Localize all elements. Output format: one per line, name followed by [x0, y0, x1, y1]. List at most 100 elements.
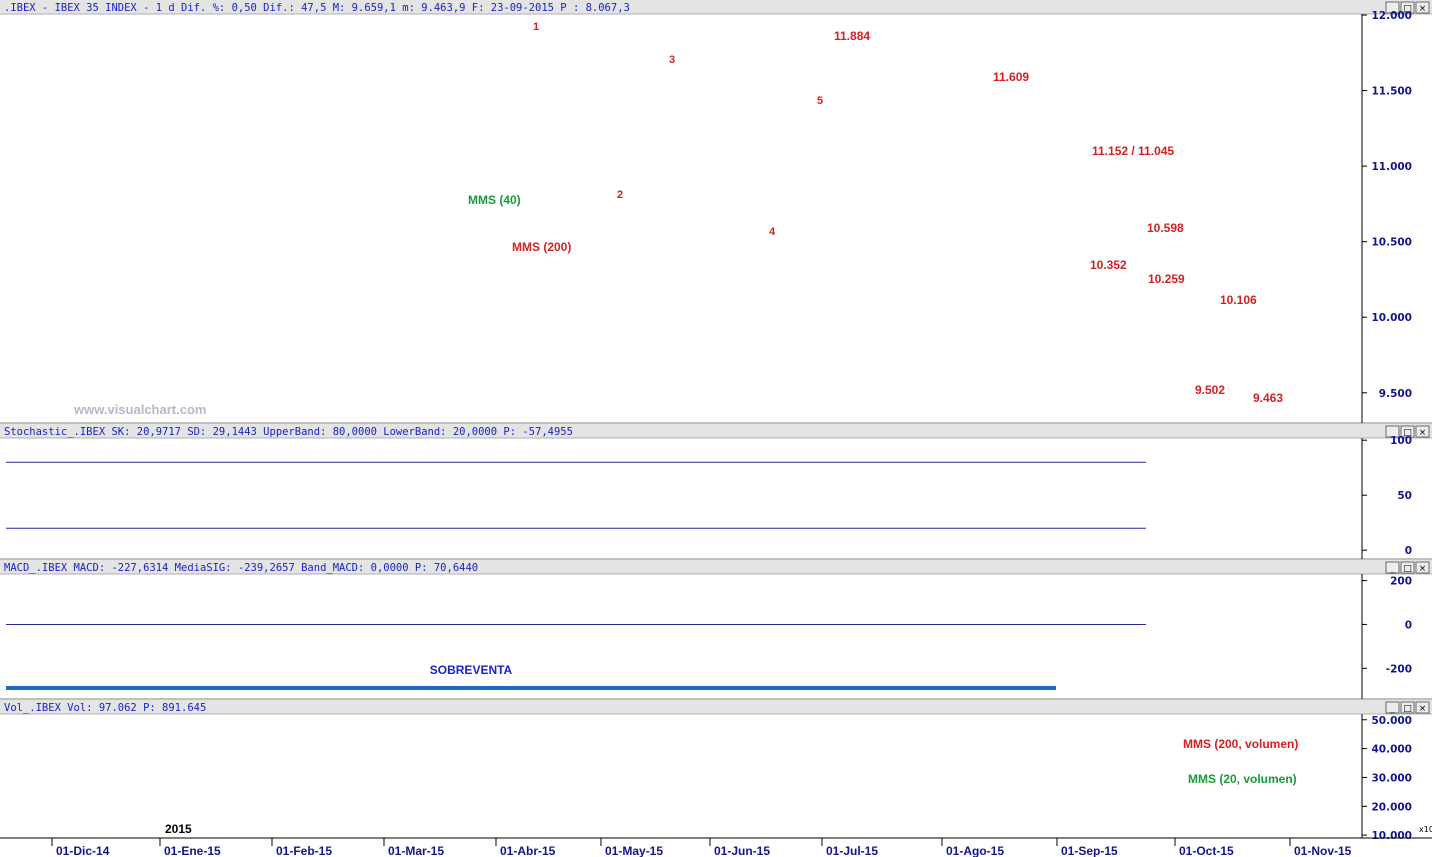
x-tick-label: 01-Feb-15: [276, 844, 332, 857]
y-tick-label: 0: [1405, 545, 1412, 557]
ma-label-sma200: MMS (200): [512, 240, 571, 254]
x-tick-label: 01-Jun-15: [714, 844, 770, 857]
x-tick-label: 01-Ene-15: [164, 844, 221, 857]
y-tick-label: 10.500: [1371, 237, 1412, 249]
wave-label-1: 1: [533, 21, 539, 33]
close-button-glyph: ×: [1419, 4, 1427, 14]
x-tick-label: 01-Sep-15: [1061, 844, 1118, 857]
y-tick-label: 0: [1405, 619, 1412, 631]
panel-header-bar: [0, 424, 1432, 438]
y-tick-label: 30.000: [1371, 772, 1412, 784]
x-tick-label: 01-Ago-15: [946, 844, 1004, 857]
panel-volume: Vol_.IBEX Vol: 97.062 P: 891.645 _ □ ×: [0, 700, 1432, 839]
panel-stochastic: Stochastic_.IBEX SK: 20,9717 SD: 29,1443…: [0, 424, 1432, 560]
oversold-label: SOBREVENTA: [430, 663, 513, 677]
maximize-button[interactable]: □: [1400, 1, 1415, 14]
volume-ma-label-sma200: MMS (200, volumen): [1183, 737, 1298, 751]
close-button-glyph: ×: [1419, 428, 1427, 438]
x-tick-label: 01-Jul-15: [826, 844, 878, 857]
panel-header-bar: [0, 0, 1432, 14]
close-button-frame[interactable]: [1415, 561, 1430, 574]
wave-label-5: 5: [817, 95, 823, 107]
level-label: 9.463: [1253, 391, 1283, 405]
minimize-button[interactable]: _: [1385, 701, 1400, 714]
minimize-button-frame[interactable]: [1385, 1, 1400, 14]
minimize-button-glyph: _: [1389, 428, 1395, 438]
level-label: 11.609: [993, 70, 1029, 84]
wave-label-2: 2: [617, 189, 623, 201]
year-label: 2015: [165, 822, 192, 836]
close-button-frame[interactable]: [1415, 1, 1430, 14]
y-tick-label: 50: [1397, 490, 1412, 502]
level-label: 10.598: [1147, 221, 1184, 235]
maximize-button-glyph: □: [1403, 564, 1412, 574]
y-tick-label: 9.500: [1379, 388, 1412, 400]
close-button-glyph: ×: [1419, 704, 1427, 714]
close-button[interactable]: ×: [1415, 1, 1430, 14]
level-label: 10.259: [1148, 272, 1185, 286]
maximize-button-glyph: □: [1403, 704, 1412, 714]
maximize-button-glyph: □: [1403, 4, 1412, 14]
level-label: 10.106: [1220, 293, 1257, 307]
x-tick-label: 01-Nov-15: [1294, 844, 1352, 857]
ma-label-sma40: MMS (40): [468, 193, 521, 207]
close-button-frame[interactable]: [1415, 425, 1430, 438]
level-label: 9.502: [1195, 383, 1225, 397]
minimize-button-glyph: _: [1389, 704, 1395, 714]
y-tick-label: 10.000: [1371, 312, 1412, 324]
x-tick-label: 01-May-15: [605, 844, 663, 857]
wave-label-3: 3: [669, 54, 675, 66]
x-tick-label: 01-Mar-15: [388, 844, 444, 857]
y-tick-label: 200: [1390, 576, 1412, 588]
close-button-glyph: ×: [1419, 564, 1427, 574]
maximize-button[interactable]: □: [1400, 701, 1415, 714]
minimize-button-frame[interactable]: [1385, 701, 1400, 714]
maximize-button-glyph: □: [1403, 428, 1412, 438]
maximize-button-frame[interactable]: [1400, 561, 1415, 574]
maximize-button-frame[interactable]: [1400, 1, 1415, 14]
panel-header-bar: [0, 700, 1432, 714]
maximize-button-frame[interactable]: [1400, 701, 1415, 714]
minimize-button[interactable]: _: [1385, 561, 1400, 574]
minimize-button-glyph: _: [1389, 564, 1395, 574]
y-tick-label: 10.000: [1371, 830, 1412, 842]
panel-header-text: Stochastic_.IBEX SK: 20,9717 SD: 29,1443…: [4, 426, 573, 438]
panel-macd: MACD_.IBEX MACD: -227,6314 MediaSIG: -23…: [0, 560, 1432, 700]
panel-header-text: .IBEX - IBEX 35 INDEX - 1 d Dif. %: 0,50…: [4, 2, 630, 14]
level-label: 11.884: [834, 29, 870, 43]
x-tick-label: 01-Abr-15: [500, 844, 556, 857]
y-tick-label: 11.500: [1371, 86, 1412, 98]
close-button[interactable]: ×: [1415, 701, 1430, 714]
close-button[interactable]: ×: [1415, 425, 1430, 438]
volume-scale-tag: x10: [1419, 825, 1432, 834]
maximize-button[interactable]: □: [1400, 561, 1415, 574]
wave-label-4: 4: [769, 226, 776, 238]
y-tick-label: 100: [1390, 435, 1412, 447]
level-label: 10.352: [1090, 258, 1127, 272]
x-tick-label: 01-Oct-15: [1179, 844, 1234, 857]
volume-ma-label-sma20: MMS (20, volumen): [1188, 772, 1297, 786]
y-tick-label: 40.000: [1371, 744, 1412, 756]
y-tick-label: 20.000: [1371, 801, 1412, 813]
close-button-frame[interactable]: [1415, 701, 1430, 714]
minimize-button[interactable]: _: [1385, 425, 1400, 438]
maximize-button-frame[interactable]: [1400, 425, 1415, 438]
panel-price: .IBEX - IBEX 35 INDEX - 1 d Dif. %: 0,50…: [0, 0, 1432, 424]
panel-header-bar: [0, 560, 1432, 574]
level-label: 11.152 / 11.045: [1092, 144, 1174, 158]
watermark: www.visualchart.com: [73, 402, 206, 417]
panel-header-text: MACD_.IBEX MACD: -227,6314 MediaSIG: -23…: [4, 562, 478, 574]
y-tick-label: 11.000: [1371, 161, 1412, 173]
minimize-button[interactable]: _: [1385, 1, 1400, 14]
panel-header-text: Vol_.IBEX Vol: 97.062 P: 891.645: [4, 702, 206, 714]
y-tick-label: -200: [1386, 663, 1412, 675]
minimize-button-frame[interactable]: [1385, 425, 1400, 438]
close-button[interactable]: ×: [1415, 561, 1430, 574]
x-tick-label: 01-Dic-14: [56, 844, 110, 857]
maximize-button[interactable]: □: [1400, 425, 1415, 438]
y-tick-label: 12.000: [1371, 10, 1412, 22]
minimize-button-frame[interactable]: [1385, 561, 1400, 574]
minimize-button-glyph: _: [1389, 4, 1395, 14]
y-tick-label: 50.000: [1371, 715, 1412, 727]
